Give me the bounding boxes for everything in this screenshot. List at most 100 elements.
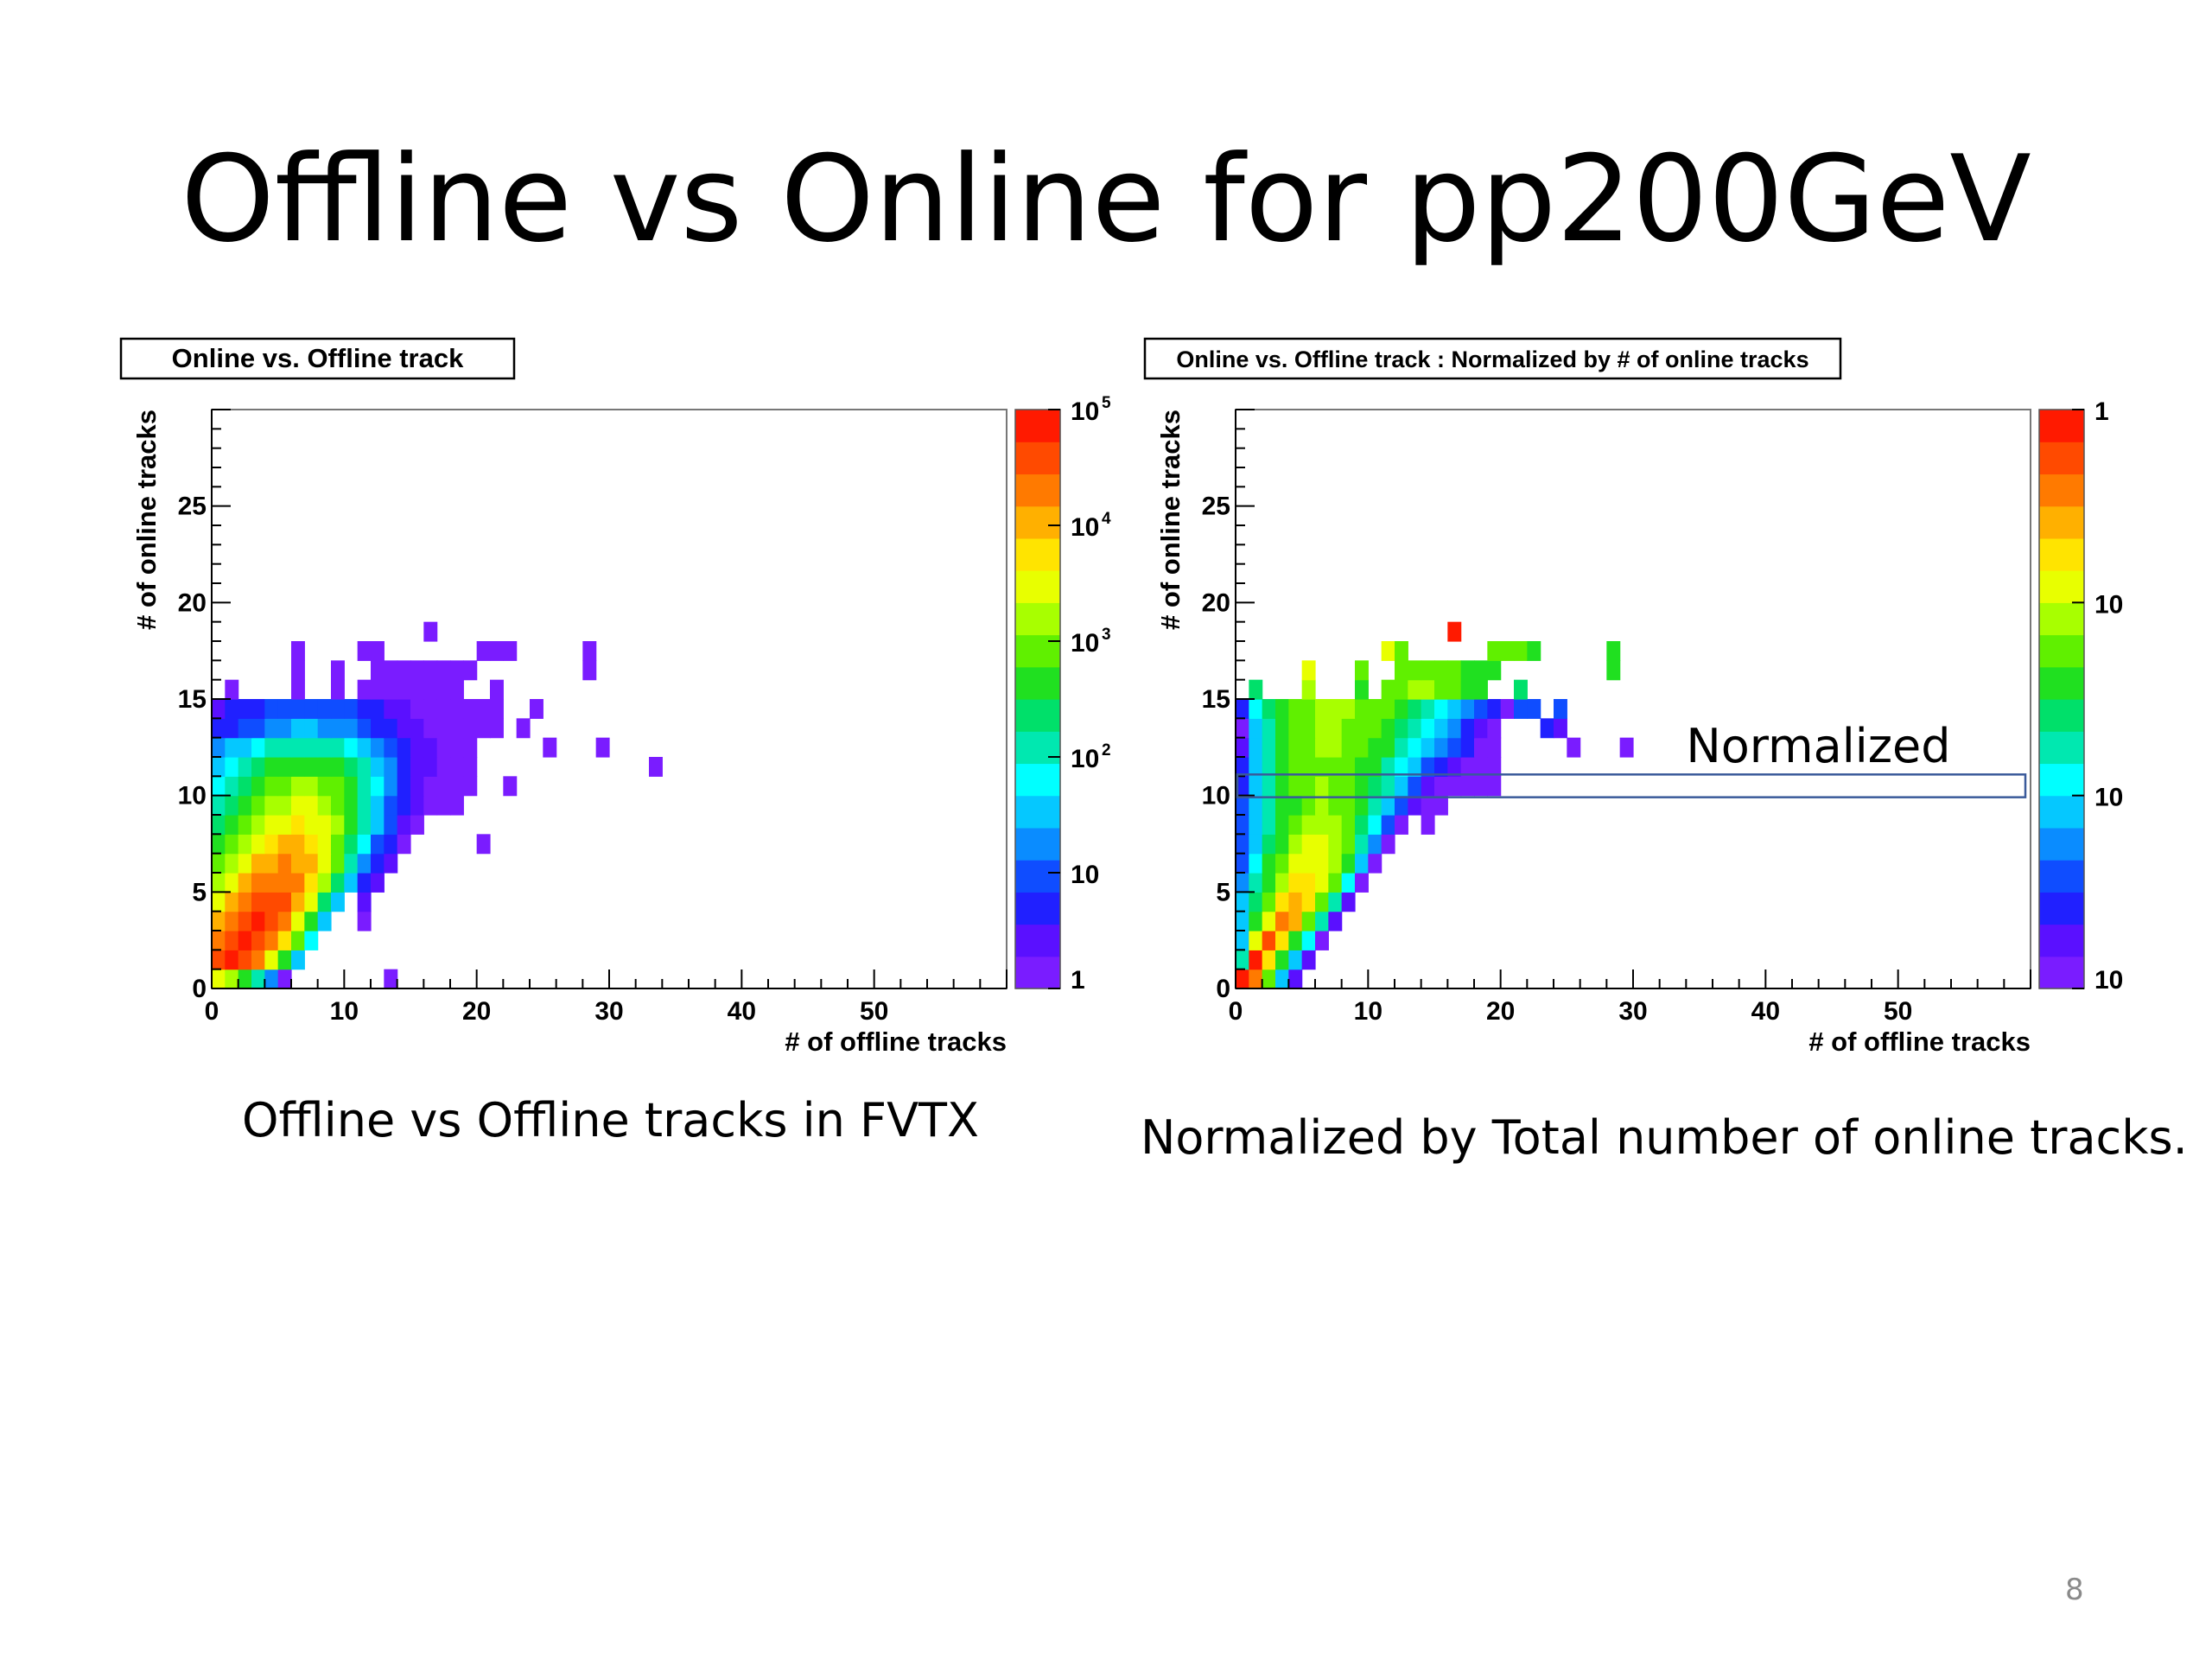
heatmap-cell xyxy=(357,795,372,816)
heatmap-cell xyxy=(291,737,305,758)
heatmap-cell xyxy=(397,718,411,739)
heatmap-cell xyxy=(225,737,239,758)
heatmap-cell xyxy=(595,737,610,758)
heatmap-cell xyxy=(291,931,305,950)
heatmap-cell xyxy=(1236,699,1249,719)
x-tick-label: 50 xyxy=(860,997,888,1026)
heatmap-cell xyxy=(1434,699,1448,719)
heatmap-cell xyxy=(357,892,372,912)
heatmap-cell xyxy=(1262,873,1276,893)
y-tick-label: 5 xyxy=(192,878,207,906)
heatmap-cell xyxy=(277,931,292,950)
heatmap-cell xyxy=(1487,660,1502,681)
x-tick-label: 40 xyxy=(1751,997,1780,1026)
heatmap-cell xyxy=(1408,718,1422,739)
heatmap-cell xyxy=(1460,679,1475,700)
heatmap-cell xyxy=(1474,718,1488,739)
heatmap-cell xyxy=(1421,699,1435,719)
heatmap-cell xyxy=(1249,931,1263,950)
right-y-axis-label: # of online tracks xyxy=(1155,410,1185,630)
heatmap-cell xyxy=(384,757,398,777)
heatmap-cell xyxy=(264,931,279,950)
right-chart-panel: Online vs. Offline track : Normalized by… xyxy=(1141,328,2203,1071)
heatmap-cell xyxy=(212,737,226,758)
heatmap-cell xyxy=(1301,776,1316,797)
x-tick-label: 0 xyxy=(205,997,219,1026)
heatmap-cell xyxy=(1262,699,1276,719)
heatmap-cell xyxy=(410,795,424,816)
heatmap-cell xyxy=(450,776,464,797)
heatmap-cell xyxy=(384,776,398,797)
heatmap-cell xyxy=(1355,718,1369,739)
heatmap-cell xyxy=(304,795,319,816)
heatmap-cell xyxy=(1301,931,1316,950)
heatmap-cell xyxy=(225,873,239,893)
heatmap-cell xyxy=(1421,718,1435,739)
heatmap-cell xyxy=(1236,737,1249,758)
heatmap-cell xyxy=(436,757,451,777)
colorbar-segment xyxy=(1015,634,1060,668)
heatmap-cell xyxy=(1315,757,1329,777)
heatmap-cell xyxy=(423,776,438,797)
heatmap-cell xyxy=(490,679,504,700)
heatmap-cell xyxy=(1460,660,1475,681)
heatmap-cell xyxy=(1236,873,1249,893)
heatmap-cell xyxy=(264,795,279,816)
y-tick-label: 20 xyxy=(178,588,207,617)
heatmap-cell xyxy=(1447,757,1462,777)
heatmap-cell xyxy=(225,834,239,855)
heatmap-cell xyxy=(304,757,319,777)
heatmap-cell xyxy=(397,737,411,758)
heatmap-cell xyxy=(1355,737,1369,758)
heatmap-cell xyxy=(251,834,265,855)
heatmap-cell xyxy=(225,757,239,777)
heatmap-cell xyxy=(1527,699,1541,719)
heatmap-cell xyxy=(423,795,438,816)
heatmap-cell xyxy=(1408,679,1422,700)
heatmap-cell xyxy=(490,699,504,719)
heatmap-cell xyxy=(1395,795,1408,816)
heatmap-cell xyxy=(1301,660,1316,681)
heatmap-cell xyxy=(1487,641,1502,661)
heatmap-cell xyxy=(1262,776,1276,797)
heatmap-cell xyxy=(1421,660,1435,681)
heatmap-cell xyxy=(1262,757,1276,777)
heatmap-cell xyxy=(371,699,385,719)
heatmap-cell xyxy=(1262,815,1276,835)
heatmap-cell xyxy=(397,660,411,681)
heatmap-cell xyxy=(1236,911,1249,931)
heatmap-cell xyxy=(1341,699,1356,719)
heatmap-cell xyxy=(582,641,597,661)
heatmap-cell xyxy=(357,815,372,835)
heatmap-cell xyxy=(331,737,345,758)
heatmap-cell xyxy=(225,950,239,970)
heatmap-cell xyxy=(1474,737,1488,758)
heatmap-cell xyxy=(1474,776,1488,797)
right-heatmap-chart: Online vs. Offline track : Normalized by… xyxy=(1143,337,2123,1057)
heatmap-cell xyxy=(410,737,424,758)
heatmap-cell xyxy=(423,757,438,777)
heatmap-cell xyxy=(1447,621,1462,642)
heatmap-cell xyxy=(317,815,332,835)
colorbar-segment xyxy=(2039,795,2084,829)
heatmap-cell xyxy=(1275,699,1289,719)
heatmap-cell xyxy=(277,795,292,816)
heatmap-cell xyxy=(423,699,438,719)
heatmap-cell xyxy=(225,776,239,797)
heatmap-cell xyxy=(1447,776,1462,797)
heatmap-cell xyxy=(1474,757,1488,777)
heatmap-cell xyxy=(384,815,398,835)
heatmap-cell xyxy=(251,931,265,950)
heatmap-cell xyxy=(463,737,478,758)
heatmap-cell xyxy=(251,911,265,931)
heatmap-cell xyxy=(1301,815,1316,835)
heatmap-cell xyxy=(1262,795,1276,816)
heatmap-cell xyxy=(1288,815,1303,835)
heatmap-cell xyxy=(1288,795,1303,816)
heatmap-cell xyxy=(371,834,385,855)
colorbar-tick-exponent: 4 xyxy=(1102,510,1111,528)
heatmap-cell xyxy=(304,776,319,797)
heatmap-cell xyxy=(1460,757,1475,777)
